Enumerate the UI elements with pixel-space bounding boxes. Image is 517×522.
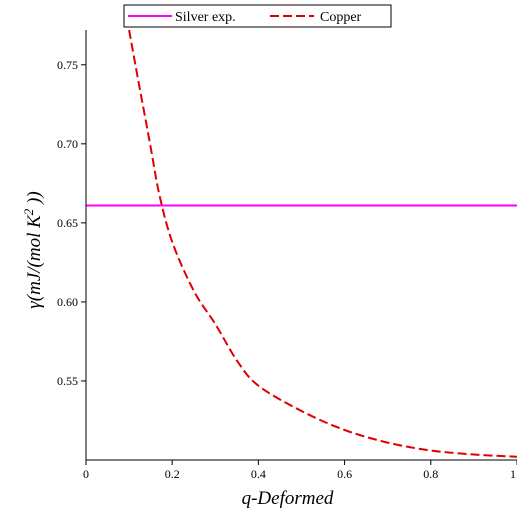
x-tick-label: 1: [510, 467, 516, 481]
plot-area: [86, 30, 517, 458]
x-tick-label: 0.6: [337, 467, 352, 481]
y-tick-label: 0.60: [57, 295, 78, 309]
series-line-copper: [128, 30, 517, 458]
x-tick-label: 0.2: [165, 467, 180, 481]
legend-label: Copper: [320, 10, 362, 25]
y-tick-label: 0.70: [57, 137, 78, 151]
y-axis-title: γ(mJ/(mol K2 )): [21, 191, 45, 308]
x-axis-title: q-Deformed: [242, 488, 334, 509]
x-tick-label: 0: [83, 467, 89, 481]
legend: Silver exp. Copper: [123, 4, 392, 28]
y-tick-label: 0.75: [57, 58, 78, 72]
legend-label: Silver exp.: [175, 10, 236, 25]
y-tick-label: 0.55: [57, 374, 78, 388]
y-tick-label: 0.65: [57, 216, 78, 230]
legend-box: [123, 4, 392, 28]
axes: 0 0.2 0.4 0.6 0.8 1 0.55 0.60 0.65 0.70 0.75 q-Defo…: [21, 30, 517, 509]
x-tick-label: 0.8: [423, 467, 438, 481]
x-tick-label: 0.4: [251, 467, 266, 481]
